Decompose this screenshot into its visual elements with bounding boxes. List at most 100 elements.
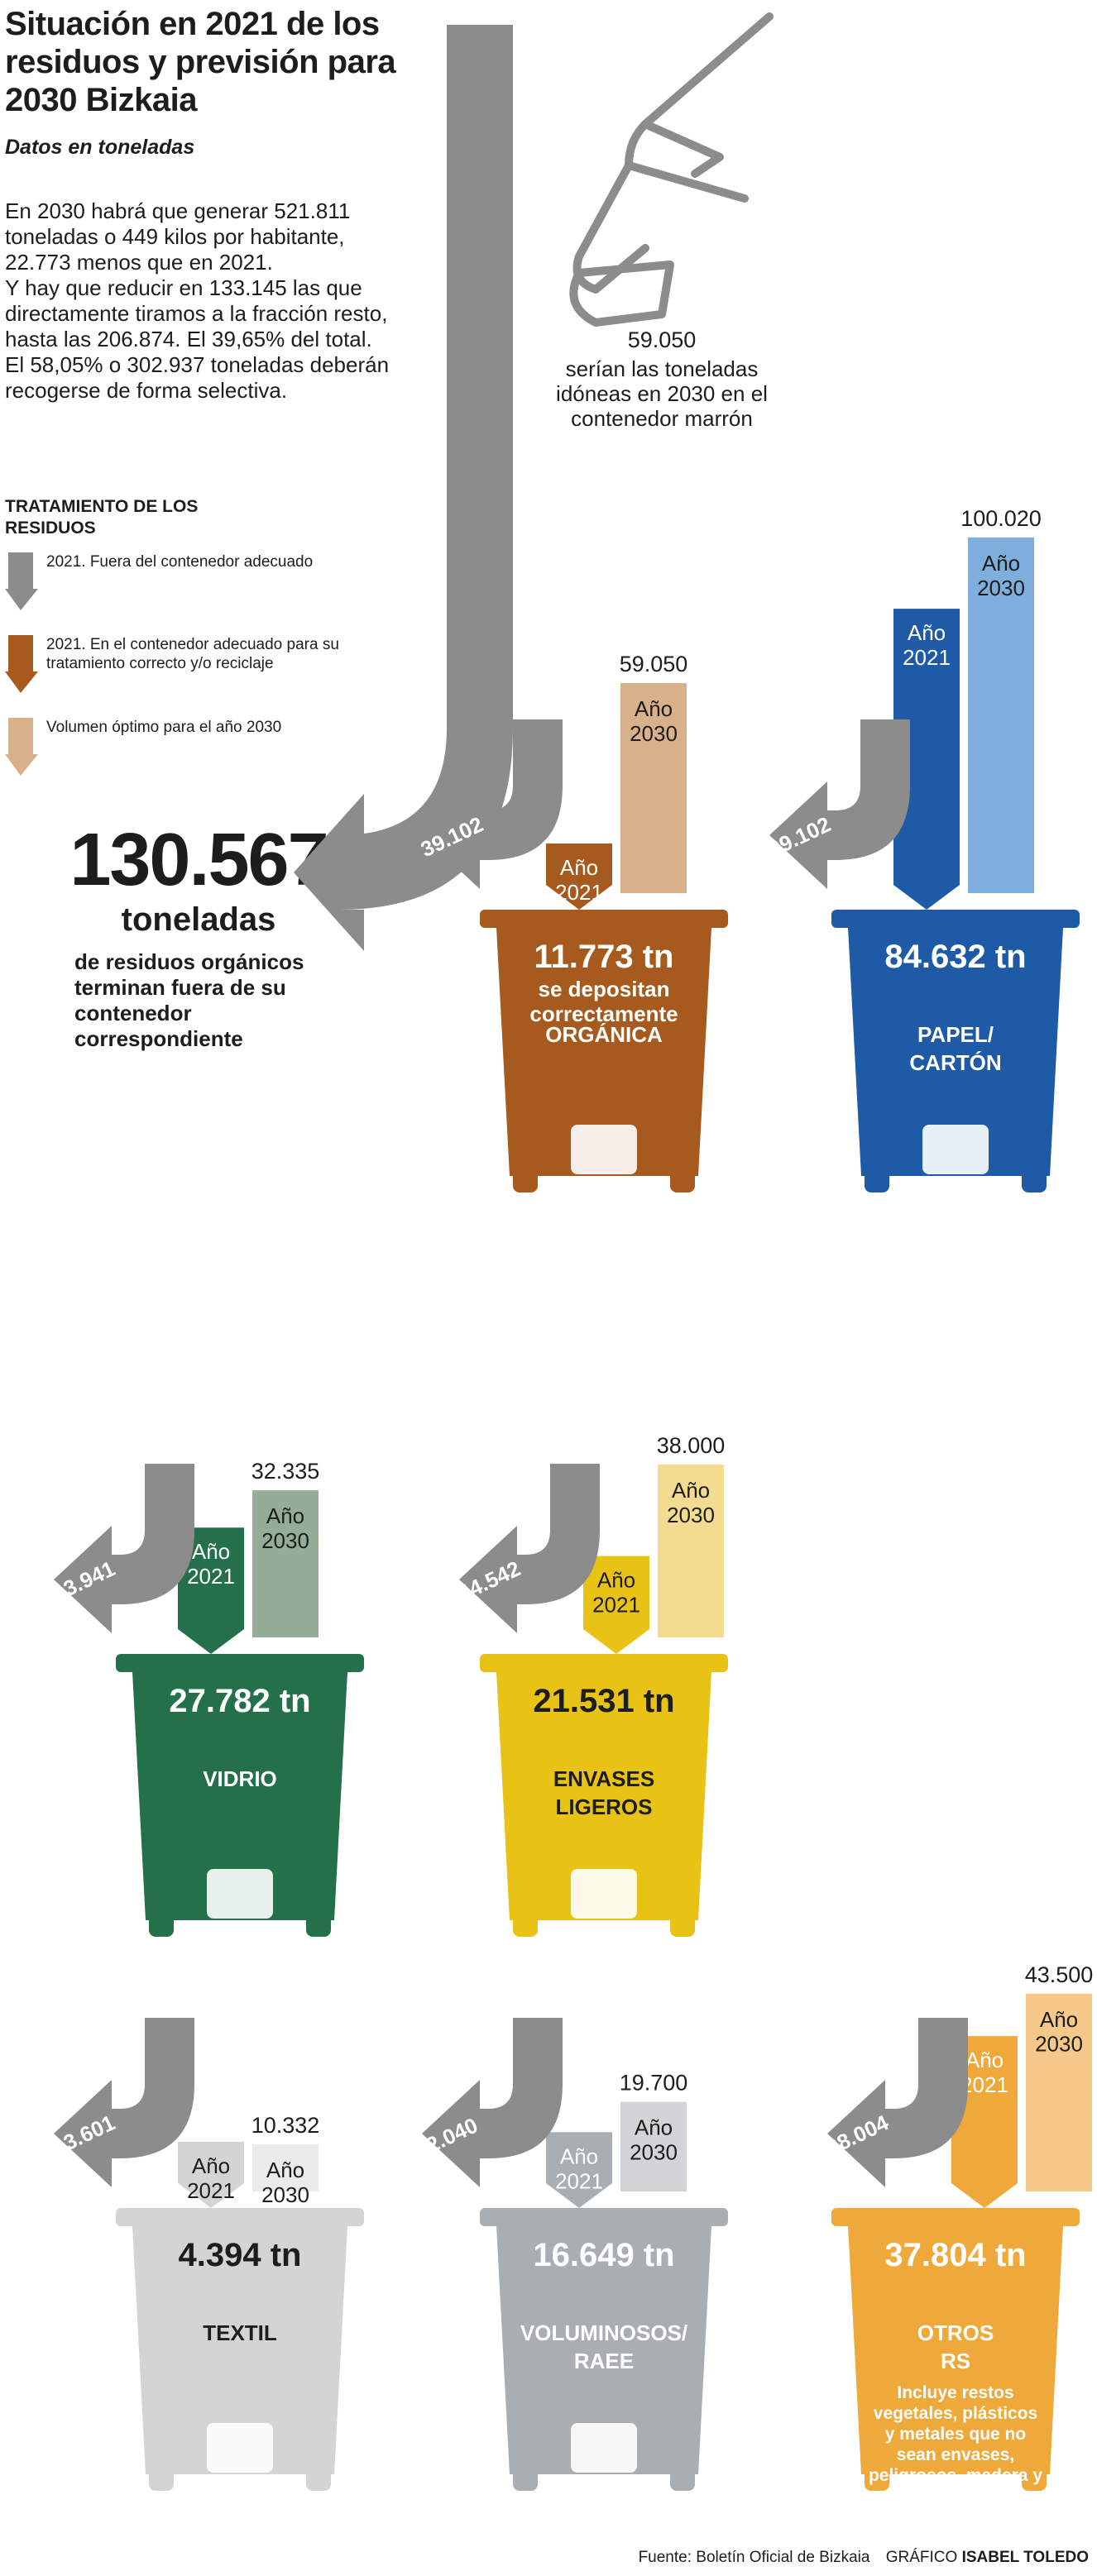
out-value-envases: 44.542	[454, 1556, 525, 1606]
highlight-description: de residuos orgánicos terminan fuera de …	[74, 949, 304, 1051]
target-value-organica: 59.050	[620, 652, 688, 676]
bin-amount-papel: 84.632 tn	[884, 939, 1026, 975]
out-value-textil: 13.601	[49, 2110, 119, 2160]
bin-amount-envases: 21.531 tn	[533, 1683, 674, 1719]
bin-amount-organica: 11.773 tn	[534, 939, 673, 975]
out-arrow-voluminosos	[422, 2018, 563, 2187]
bin-amount-textil: 4.394 tn	[179, 2237, 302, 2273]
out-value-vidrio: 13.941	[49, 1556, 119, 1606]
out-arrow-organica	[422, 719, 563, 889]
bin-name-otros: OTROS RS	[917, 2320, 994, 2373]
bin-wheel-right-papel	[1022, 1168, 1047, 1192]
credit-prefix: GRÁFICO	[885, 2549, 958, 2566]
bin-wheel-left-otros	[865, 2466, 889, 2491]
target-year-label-voluminosos: Año 2030	[630, 2115, 678, 2165]
page-title: Situación en 2021 de los residuos y prev…	[5, 6, 396, 118]
target-year-label-envases: Año 2030	[667, 1478, 715, 1527]
in-year-label-vidrio: Año 2021	[187, 1539, 235, 1589]
target-year-label-papel: Año 2030	[977, 551, 1025, 600]
highlight-value: 130.567	[69, 819, 328, 901]
bin-wheel-right-vidrio	[306, 1912, 331, 1937]
bin-body-otros	[848, 2226, 1063, 2474]
target-value-papel: 100.020	[960, 506, 1042, 531]
intro-paragraph-2: Y hay que reducir en 133.145 las que dir…	[5, 275, 390, 403]
target-bar-vidrio	[252, 1490, 319, 1637]
light-arrow-icon	[5, 718, 38, 776]
target-bar-otros	[1026, 1993, 1092, 2191]
target-value-envases: 38.000	[657, 1433, 726, 1458]
in-year-label-papel: Año 2021	[903, 620, 951, 670]
gray-arrow-icon	[5, 552, 38, 610]
in-year-label-textil: Año 2021	[187, 2153, 235, 2203]
bin-wheel-right-otros	[1022, 2466, 1047, 2491]
out-arrow-papel	[769, 719, 910, 889]
organic-note-text: serían las toneladas idóneas en 2030 en e…	[556, 356, 768, 431]
can-icon	[571, 1869, 637, 1919]
in-year-label-envases: Año 2021	[592, 1568, 640, 1618]
out-value-otros: 68.004	[822, 2110, 893, 2160]
bin-body-papel	[848, 928, 1063, 1176]
box-icon	[922, 1125, 989, 1174]
target-value-vidrio: 32.335	[251, 1459, 320, 1484]
bin-wheel-right-voluminosos	[670, 2466, 695, 2491]
in-year-label-voluminosos: Año 2021	[555, 2143, 603, 2193]
bin-wheel-right-organica	[670, 1168, 695, 1192]
target-bar-organica	[620, 683, 687, 893]
out-arrow-vidrio	[54, 1464, 194, 1633]
legend-item-out: 2021. Fuera del contenedor adecuado	[5, 552, 352, 610]
bin-body-organica	[496, 928, 711, 1176]
bin-lid-vidrio	[116, 1654, 364, 1672]
bottle-icon	[207, 1869, 273, 1919]
bin-name-vidrio: VIDRIO	[203, 1766, 277, 1791]
tshirt-icon	[207, 2423, 273, 2473]
footer: Fuente: Boletín Oficial de Bizkaia GRÁFI…	[639, 2549, 1089, 2567]
legend-label-target: Volumen óptimo para el año 2030	[46, 719, 282, 736]
intro-paragraph-1: En 2030 habrá que generar 521.811 tonela…	[5, 198, 351, 275]
in-bar-vidrio	[178, 1527, 244, 1654]
organic-out-arrow	[294, 25, 513, 951]
target-value-textil: 10.332	[251, 2113, 320, 2138]
bin-sub-otros: Incluye restos vegetales, plásticos y meta…	[869, 2383, 1042, 2506]
out-value-organica: 39.102	[417, 811, 487, 862]
intro-text: En 2030 habrá que generar 521.811 tonela…	[5, 198, 394, 404]
in-bar-textil	[178, 2142, 244, 2208]
bin-wheel-left-organica	[513, 1168, 538, 1192]
bin-name-textil: TEXTIL	[203, 2320, 277, 2345]
highlight-unit: toneladas	[121, 901, 276, 938]
in-year-label-organica: Año 2021	[555, 855, 603, 905]
bin-lid-envases	[480, 1654, 728, 1672]
bin-amount-vidrio: 27.782 tn	[169, 1683, 310, 1719]
target-value-otros: 43.500	[1025, 1962, 1094, 1987]
bin-lid-otros	[831, 2208, 1080, 2226]
in-bar-papel	[893, 609, 960, 910]
out-arrow-otros	[827, 2018, 968, 2187]
target-year-label-textil: Año 2030	[261, 2158, 309, 2207]
bin-wheel-right-envases	[670, 1912, 695, 1937]
bin-body-voluminosos	[496, 2226, 711, 2474]
legend-label-out: 2021. Fuera del contenedor adecuado	[46, 553, 314, 571]
credit-name: ISABEL TOLEDO	[961, 2549, 1089, 2566]
bin-wheel-left-vidrio	[149, 1912, 174, 1937]
legend-label-in: 2021. En el contenedor adecuado para su …	[46, 636, 339, 672]
legend-item-in: 2021. En el contenedor adecuado para su …	[5, 635, 352, 693]
organic-note-value: 59.050	[628, 327, 697, 352]
target-year-label-vidrio: Año 2030	[261, 1503, 309, 1553]
bin-sub-organica: se depositan correctamente	[529, 977, 678, 1026]
bin-name-papel: PAPEL/CARTÓN	[909, 1022, 1001, 1075]
bin-lid-voluminosos	[480, 2208, 728, 2226]
bin-body-vidrio	[132, 1672, 347, 1920]
bin-lid-organica	[480, 910, 728, 928]
out-value-voluminosos: 2.040	[422, 2112, 481, 2158]
target-year-label-organica: Año 2030	[630, 696, 678, 746]
in-year-label-otros: Año 2021	[960, 2048, 1008, 2097]
bin-wheel-left-envases	[513, 1912, 538, 1937]
bin-name-envases: ENVASES LIGEROS	[553, 1766, 654, 1819]
in-bar-envases	[583, 1556, 649, 1654]
legend-title: TRATAMIENTO DE LOS RESIDUOS	[5, 497, 199, 538]
out-arrow-textil	[54, 2018, 194, 2187]
bin-amount-voluminosos: 16.649 tn	[533, 2237, 674, 2273]
bin-wheel-left-textil	[149, 2466, 174, 2491]
bin-name-organica: ORGÁNICA	[545, 1022, 663, 1047]
bin-lid-papel	[831, 910, 1080, 928]
